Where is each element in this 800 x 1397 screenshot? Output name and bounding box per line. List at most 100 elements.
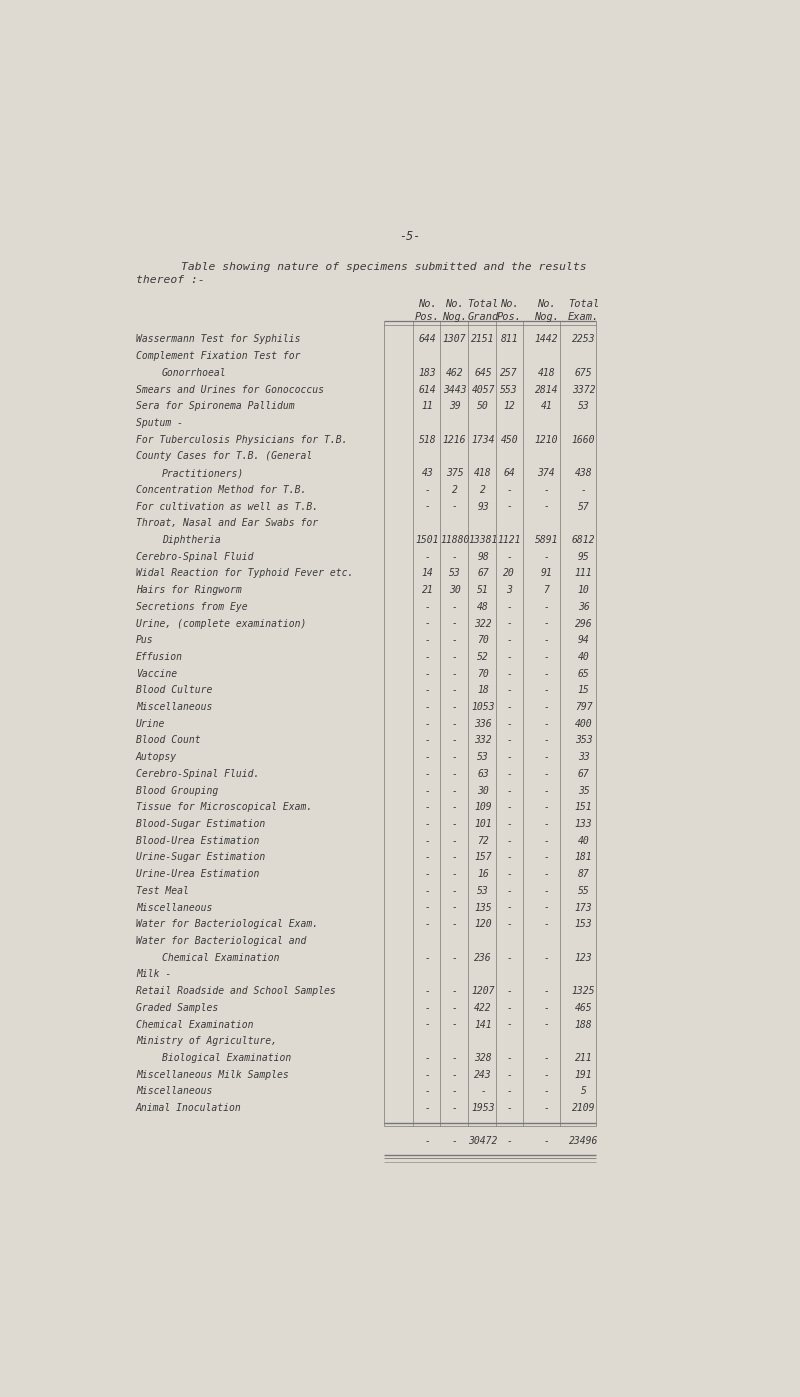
Text: -: - <box>425 1136 430 1146</box>
Text: Graded Samples: Graded Samples <box>136 1003 218 1013</box>
Text: 400: 400 <box>574 719 593 729</box>
Text: 188: 188 <box>574 1020 593 1030</box>
Text: -: - <box>480 1087 486 1097</box>
Text: 21: 21 <box>422 585 434 595</box>
Text: -: - <box>425 902 430 912</box>
Text: Wassermann Test for Syphilis: Wassermann Test for Syphilis <box>136 334 301 345</box>
Text: -: - <box>425 1087 430 1097</box>
Text: -: - <box>543 919 550 929</box>
Text: 257: 257 <box>500 367 518 379</box>
Text: Ministry of Agriculture,: Ministry of Agriculture, <box>136 1037 277 1046</box>
Text: 98: 98 <box>478 552 489 562</box>
Text: 2814: 2814 <box>534 384 558 394</box>
Text: 450: 450 <box>500 434 518 444</box>
Text: -: - <box>425 986 430 996</box>
Text: 418: 418 <box>538 367 555 379</box>
Text: 1325: 1325 <box>572 986 595 996</box>
Text: 644: 644 <box>418 334 436 345</box>
Text: Effusion: Effusion <box>136 652 183 662</box>
Text: 811: 811 <box>500 334 518 345</box>
Text: Grand: Grand <box>467 312 498 321</box>
Text: 65: 65 <box>578 669 590 679</box>
Text: -: - <box>506 886 512 895</box>
Text: 2: 2 <box>480 485 486 495</box>
Text: -: - <box>425 752 430 763</box>
Text: 157: 157 <box>474 852 492 862</box>
Text: -: - <box>452 768 458 780</box>
Text: 50: 50 <box>478 401 489 411</box>
Text: 23496: 23496 <box>569 1136 598 1146</box>
Text: 70: 70 <box>478 669 489 679</box>
Text: -: - <box>425 636 430 645</box>
Text: 1121: 1121 <box>498 535 521 545</box>
Text: 18: 18 <box>478 686 489 696</box>
Text: 11880: 11880 <box>440 535 470 545</box>
Text: 3372: 3372 <box>572 384 595 394</box>
Text: 1207: 1207 <box>471 986 495 996</box>
Text: Water for Bacteriological and: Water for Bacteriological and <box>136 936 306 946</box>
Text: 12: 12 <box>503 401 515 411</box>
Text: -: - <box>506 819 512 828</box>
Text: 101: 101 <box>474 819 492 828</box>
Text: 5891: 5891 <box>534 535 558 545</box>
Text: 94: 94 <box>578 636 590 645</box>
Text: 173: 173 <box>574 902 593 912</box>
Text: -: - <box>506 1136 512 1146</box>
Text: -: - <box>543 703 550 712</box>
Text: -: - <box>425 669 430 679</box>
Text: 52: 52 <box>478 652 489 662</box>
Text: 4057: 4057 <box>471 384 495 394</box>
Text: Pos.: Pos. <box>497 312 522 321</box>
Text: -: - <box>506 552 512 562</box>
Text: Complement Fixation Test for: Complement Fixation Test for <box>136 351 301 362</box>
Text: -: - <box>506 602 512 612</box>
Text: Pus: Pus <box>136 636 154 645</box>
Text: Concentration Method for T.B.: Concentration Method for T.B. <box>136 485 306 495</box>
Text: -: - <box>425 819 430 828</box>
Text: 33: 33 <box>578 752 590 763</box>
Text: -: - <box>543 669 550 679</box>
Text: -: - <box>452 886 458 895</box>
Text: 57: 57 <box>578 502 590 511</box>
Text: Widal Reaction for Typhoid Fever etc.: Widal Reaction for Typhoid Fever etc. <box>136 569 354 578</box>
Text: -: - <box>543 1003 550 1013</box>
Text: Nog.: Nog. <box>442 312 467 321</box>
Text: 3443: 3443 <box>443 384 466 394</box>
Text: -: - <box>543 602 550 612</box>
Text: 93: 93 <box>478 502 489 511</box>
Text: -: - <box>425 703 430 712</box>
Text: 465: 465 <box>574 1003 593 1013</box>
Text: -: - <box>543 953 550 963</box>
Text: 422: 422 <box>474 1003 492 1013</box>
Text: 6812: 6812 <box>572 535 595 545</box>
Text: For cultivation as well as T.B.: For cultivation as well as T.B. <box>136 502 318 511</box>
Text: -: - <box>452 1053 458 1063</box>
Text: Nog.: Nog. <box>534 312 559 321</box>
Text: -: - <box>506 1053 512 1063</box>
Text: Chemical Examination: Chemical Examination <box>136 1020 254 1030</box>
Text: 123: 123 <box>574 953 593 963</box>
Text: -: - <box>543 502 550 511</box>
Text: -: - <box>452 1003 458 1013</box>
Text: -5-: -5- <box>399 231 421 243</box>
Text: Retail Roadside and School Samples: Retail Roadside and School Samples <box>136 986 336 996</box>
Text: -: - <box>425 552 430 562</box>
Text: 133: 133 <box>574 819 593 828</box>
Text: 70: 70 <box>478 636 489 645</box>
Text: 1216: 1216 <box>443 434 466 444</box>
Text: 63: 63 <box>478 768 489 780</box>
Text: Blood Count: Blood Count <box>136 735 201 746</box>
Text: 43: 43 <box>422 468 434 478</box>
Text: Tissue for Microscopical Exam.: Tissue for Microscopical Exam. <box>136 802 312 812</box>
Text: 151: 151 <box>574 802 593 812</box>
Text: Miscellaneous Milk Samples: Miscellaneous Milk Samples <box>136 1070 289 1080</box>
Text: 462: 462 <box>446 367 463 379</box>
Text: -: - <box>543 835 550 845</box>
Text: -: - <box>452 1136 458 1146</box>
Text: -: - <box>425 1070 430 1080</box>
Text: Total: Total <box>568 299 599 309</box>
Text: Hairs for Ringworm: Hairs for Ringworm <box>136 585 242 595</box>
Text: 141: 141 <box>474 1020 492 1030</box>
Text: -: - <box>452 986 458 996</box>
Text: Practitioners): Practitioners) <box>162 468 244 478</box>
